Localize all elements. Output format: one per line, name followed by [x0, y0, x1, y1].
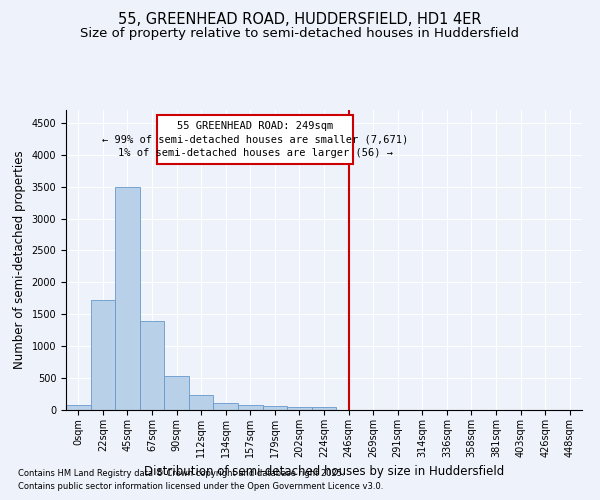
Bar — [164, 376, 189, 410]
Bar — [287, 407, 312, 410]
Bar — [189, 395, 214, 410]
FancyBboxPatch shape — [157, 115, 353, 164]
Y-axis label: Number of semi-detached properties: Number of semi-detached properties — [13, 150, 26, 370]
Text: ← 99% of semi-detached houses are smaller (7,671): ← 99% of semi-detached houses are smalle… — [102, 134, 409, 144]
Bar — [238, 405, 263, 410]
Text: 55, GREENHEAD ROAD, HUDDERSFIELD, HD1 4ER: 55, GREENHEAD ROAD, HUDDERSFIELD, HD1 4E… — [118, 12, 482, 28]
Text: Contains HM Land Registry data © Crown copyright and database right 2025.: Contains HM Land Registry data © Crown c… — [18, 468, 344, 477]
Text: 1% of semi-detached houses are larger (56) →: 1% of semi-detached houses are larger (5… — [118, 148, 392, 158]
X-axis label: Distribution of semi-detached houses by size in Huddersfield: Distribution of semi-detached houses by … — [144, 466, 504, 478]
Text: Size of property relative to semi-detached houses in Huddersfield: Size of property relative to semi-detach… — [80, 28, 520, 40]
Bar — [140, 322, 164, 410]
Bar — [214, 402, 238, 410]
Text: Contains public sector information licensed under the Open Government Licence v3: Contains public sector information licen… — [18, 482, 383, 491]
Bar — [312, 408, 336, 410]
Bar — [66, 405, 91, 410]
Bar — [115, 186, 140, 410]
Bar — [263, 406, 287, 410]
Bar — [91, 300, 115, 410]
Text: 55 GREENHEAD ROAD: 249sqm: 55 GREENHEAD ROAD: 249sqm — [177, 121, 334, 131]
